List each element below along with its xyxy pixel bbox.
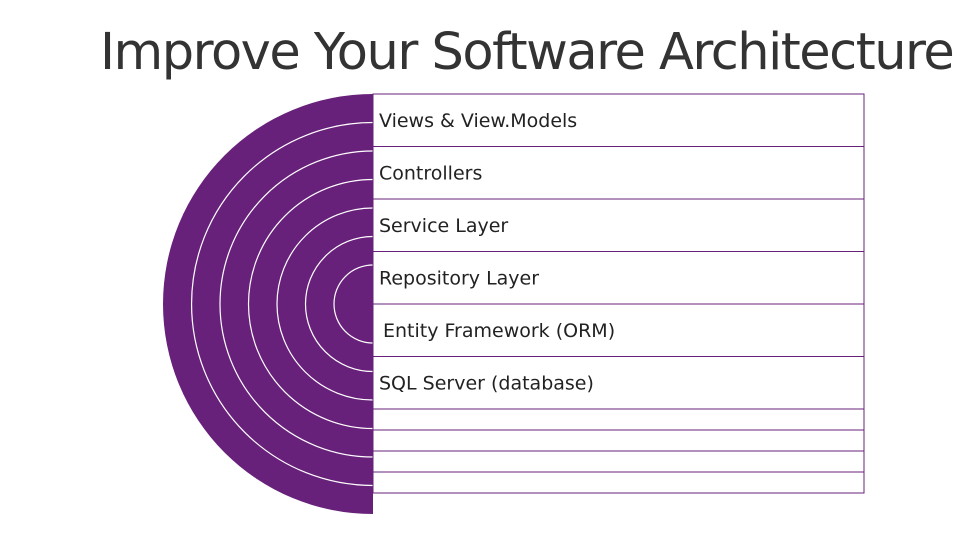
empty-row (372, 471, 865, 494)
layer-label: Views & View.Models (379, 110, 577, 132)
ring-arc (276, 207, 374, 401)
layer-label: Service Layer (379, 215, 508, 237)
ring-arc (333, 264, 374, 344)
ring-arc (304, 235, 374, 373)
layer-label: Repository Layer (379, 268, 539, 290)
empty-row (372, 408, 865, 431)
diagram-labels: Views & View.Models Controllers Service La… (379, 110, 615, 395)
layer-label: Entity Framework (ORM) (383, 320, 615, 342)
ring-arc (247, 178, 374, 430)
layer-label: Controllers (379, 163, 482, 185)
diagram-rings (190, 121, 374, 487)
diagram-half-disc (163, 94, 373, 514)
diagram-rows (372, 93, 865, 494)
layer-label: SQL Server (database) (379, 373, 594, 395)
ring-arc (219, 150, 374, 458)
ring-arc (190, 121, 374, 487)
empty-row (372, 450, 865, 473)
empty-row (372, 429, 865, 452)
slide-title: Improve Your Software Architecture (100, 23, 955, 82)
